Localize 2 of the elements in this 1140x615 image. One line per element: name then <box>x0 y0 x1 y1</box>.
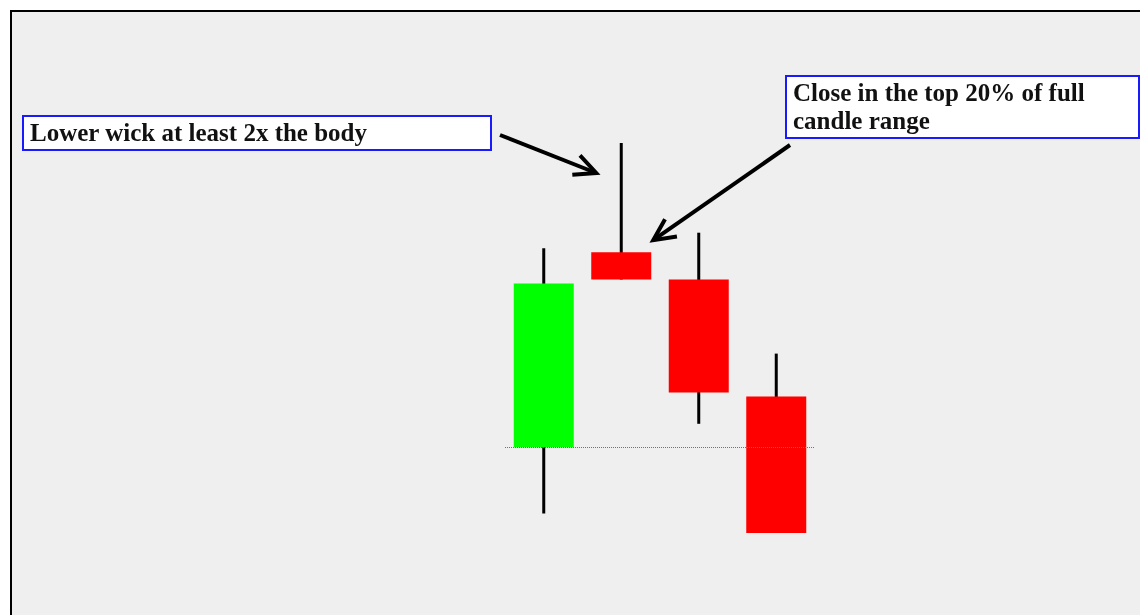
text: Lower wick at least 2x the body <box>22 115 492 151</box>
text: Close in the top 20% of full candle range <box>785 75 1140 139</box>
